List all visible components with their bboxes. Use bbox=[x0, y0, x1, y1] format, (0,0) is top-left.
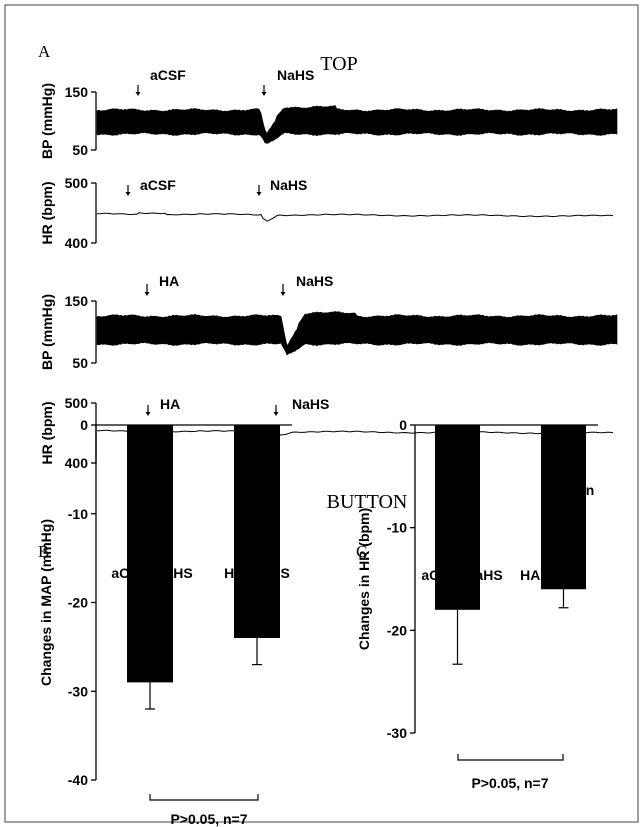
bar bbox=[435, 425, 480, 610]
trace-y-label: HR (bpm) bbox=[39, 402, 55, 465]
bar-y-tick-label: -30 bbox=[387, 725, 407, 741]
event-arrow-head bbox=[273, 412, 279, 416]
event-label: NaHS bbox=[270, 177, 307, 193]
event-arrow-head bbox=[261, 92, 267, 96]
trace-y-label: HR (bpm) bbox=[39, 182, 55, 245]
trace-y-tick-label: 500 bbox=[65, 395, 89, 411]
trace-y-label: BP (mmHg) bbox=[39, 294, 55, 370]
bottom-label: BUTTON bbox=[327, 491, 408, 513]
bar-chart-map: 0 -10 -20 -30 -40 Changes in MAP (mmHg) aCSF+N… bbox=[38, 417, 292, 827]
stat-bracket bbox=[149, 794, 259, 801]
stat-text: P>0.05, n=7 bbox=[471, 775, 548, 791]
trace-panel-top-bp: 150 50 BP (mmHg) aCSF NaHS bbox=[39, 67, 618, 159]
hr-trace bbox=[97, 429, 614, 436]
panel-letter-b: B bbox=[38, 542, 49, 561]
bar-y-tick-label: -30 bbox=[68, 683, 88, 699]
bar-y-tick-label: 0 bbox=[399, 417, 407, 433]
hr-trace bbox=[97, 212, 614, 222]
event-arrow-head bbox=[135, 92, 141, 96]
trace-panel-bottom-hr: 500 400 HR (bpm) HA NaHS bbox=[39, 395, 614, 471]
panel-letter-a: A bbox=[38, 42, 51, 61]
bar bbox=[127, 425, 173, 683]
bar-y-label: Changes in HR (bpm) bbox=[356, 508, 372, 650]
event-label: NaHS bbox=[292, 396, 329, 412]
bar bbox=[541, 425, 586, 590]
trace-panel-top-hr: 500 400 HR (bpm) aCSF NaHS bbox=[39, 175, 614, 251]
figure-border bbox=[4, 4, 639, 823]
bar-category-label: aCSF+NaHS bbox=[421, 567, 502, 583]
bar-y-tick-label: -10 bbox=[68, 506, 88, 522]
bp-trace bbox=[96, 105, 618, 144]
bar-chart-hr: 0 -10 -20 -30 Changes in HR (bpm) aCSF+NaHS HA… bbox=[356, 417, 598, 791]
event-arrow-head bbox=[280, 292, 286, 296]
bar bbox=[234, 425, 280, 638]
event-label: HA bbox=[160, 396, 180, 412]
trace-y-tick-label: 150 bbox=[65, 293, 89, 309]
event-label: NaHS bbox=[277, 67, 314, 83]
trace-y-tick-label: 400 bbox=[65, 455, 89, 471]
bar-y-tick-label: -20 bbox=[68, 595, 88, 611]
bar-category-label: HA+NaHS bbox=[520, 567, 586, 583]
panel-letter-c: C bbox=[356, 542, 367, 561]
event-arrow-head bbox=[256, 192, 262, 196]
trace-y-tick-label: 500 bbox=[65, 175, 89, 191]
bar-y-tick-label: -20 bbox=[387, 622, 407, 638]
bar-y-label: Changes in MAP (mmHg) bbox=[38, 519, 54, 686]
bar-y-tick-label: -10 bbox=[387, 520, 407, 536]
bar-category-label: aCSF+NaHS bbox=[111, 565, 192, 581]
bar-category-label: HA+NaHS bbox=[224, 565, 290, 581]
trace-y-label: BP (mmHg) bbox=[39, 83, 55, 159]
trace-y-tick-label: 150 bbox=[65, 84, 89, 100]
event-arrow-head bbox=[125, 192, 131, 196]
trace-y-tick-label: 50 bbox=[72, 355, 88, 371]
event-label: HA bbox=[159, 273, 179, 289]
event-arrow-head bbox=[145, 412, 151, 416]
stat-bracket bbox=[457, 754, 564, 761]
top-label: TOP bbox=[320, 53, 357, 75]
bp-trace bbox=[96, 311, 618, 356]
event-label: aCSF bbox=[150, 67, 186, 83]
trace-y-tick-label: 50 bbox=[72, 142, 88, 158]
trace-panel-bottom-bp: 150 50 BP (mmHg) HA NaHS bbox=[39, 273, 618, 371]
event-label: NaHS bbox=[296, 273, 333, 289]
stat-text: P>0.05, n=7 bbox=[170, 811, 247, 827]
event-arrow-head bbox=[144, 292, 150, 296]
event-label: aCSF bbox=[140, 177, 176, 193]
bar-y-tick-label: 0 bbox=[80, 417, 88, 433]
trace-y-tick-label: 400 bbox=[65, 235, 89, 251]
bar-y-tick-label: -40 bbox=[68, 772, 88, 788]
